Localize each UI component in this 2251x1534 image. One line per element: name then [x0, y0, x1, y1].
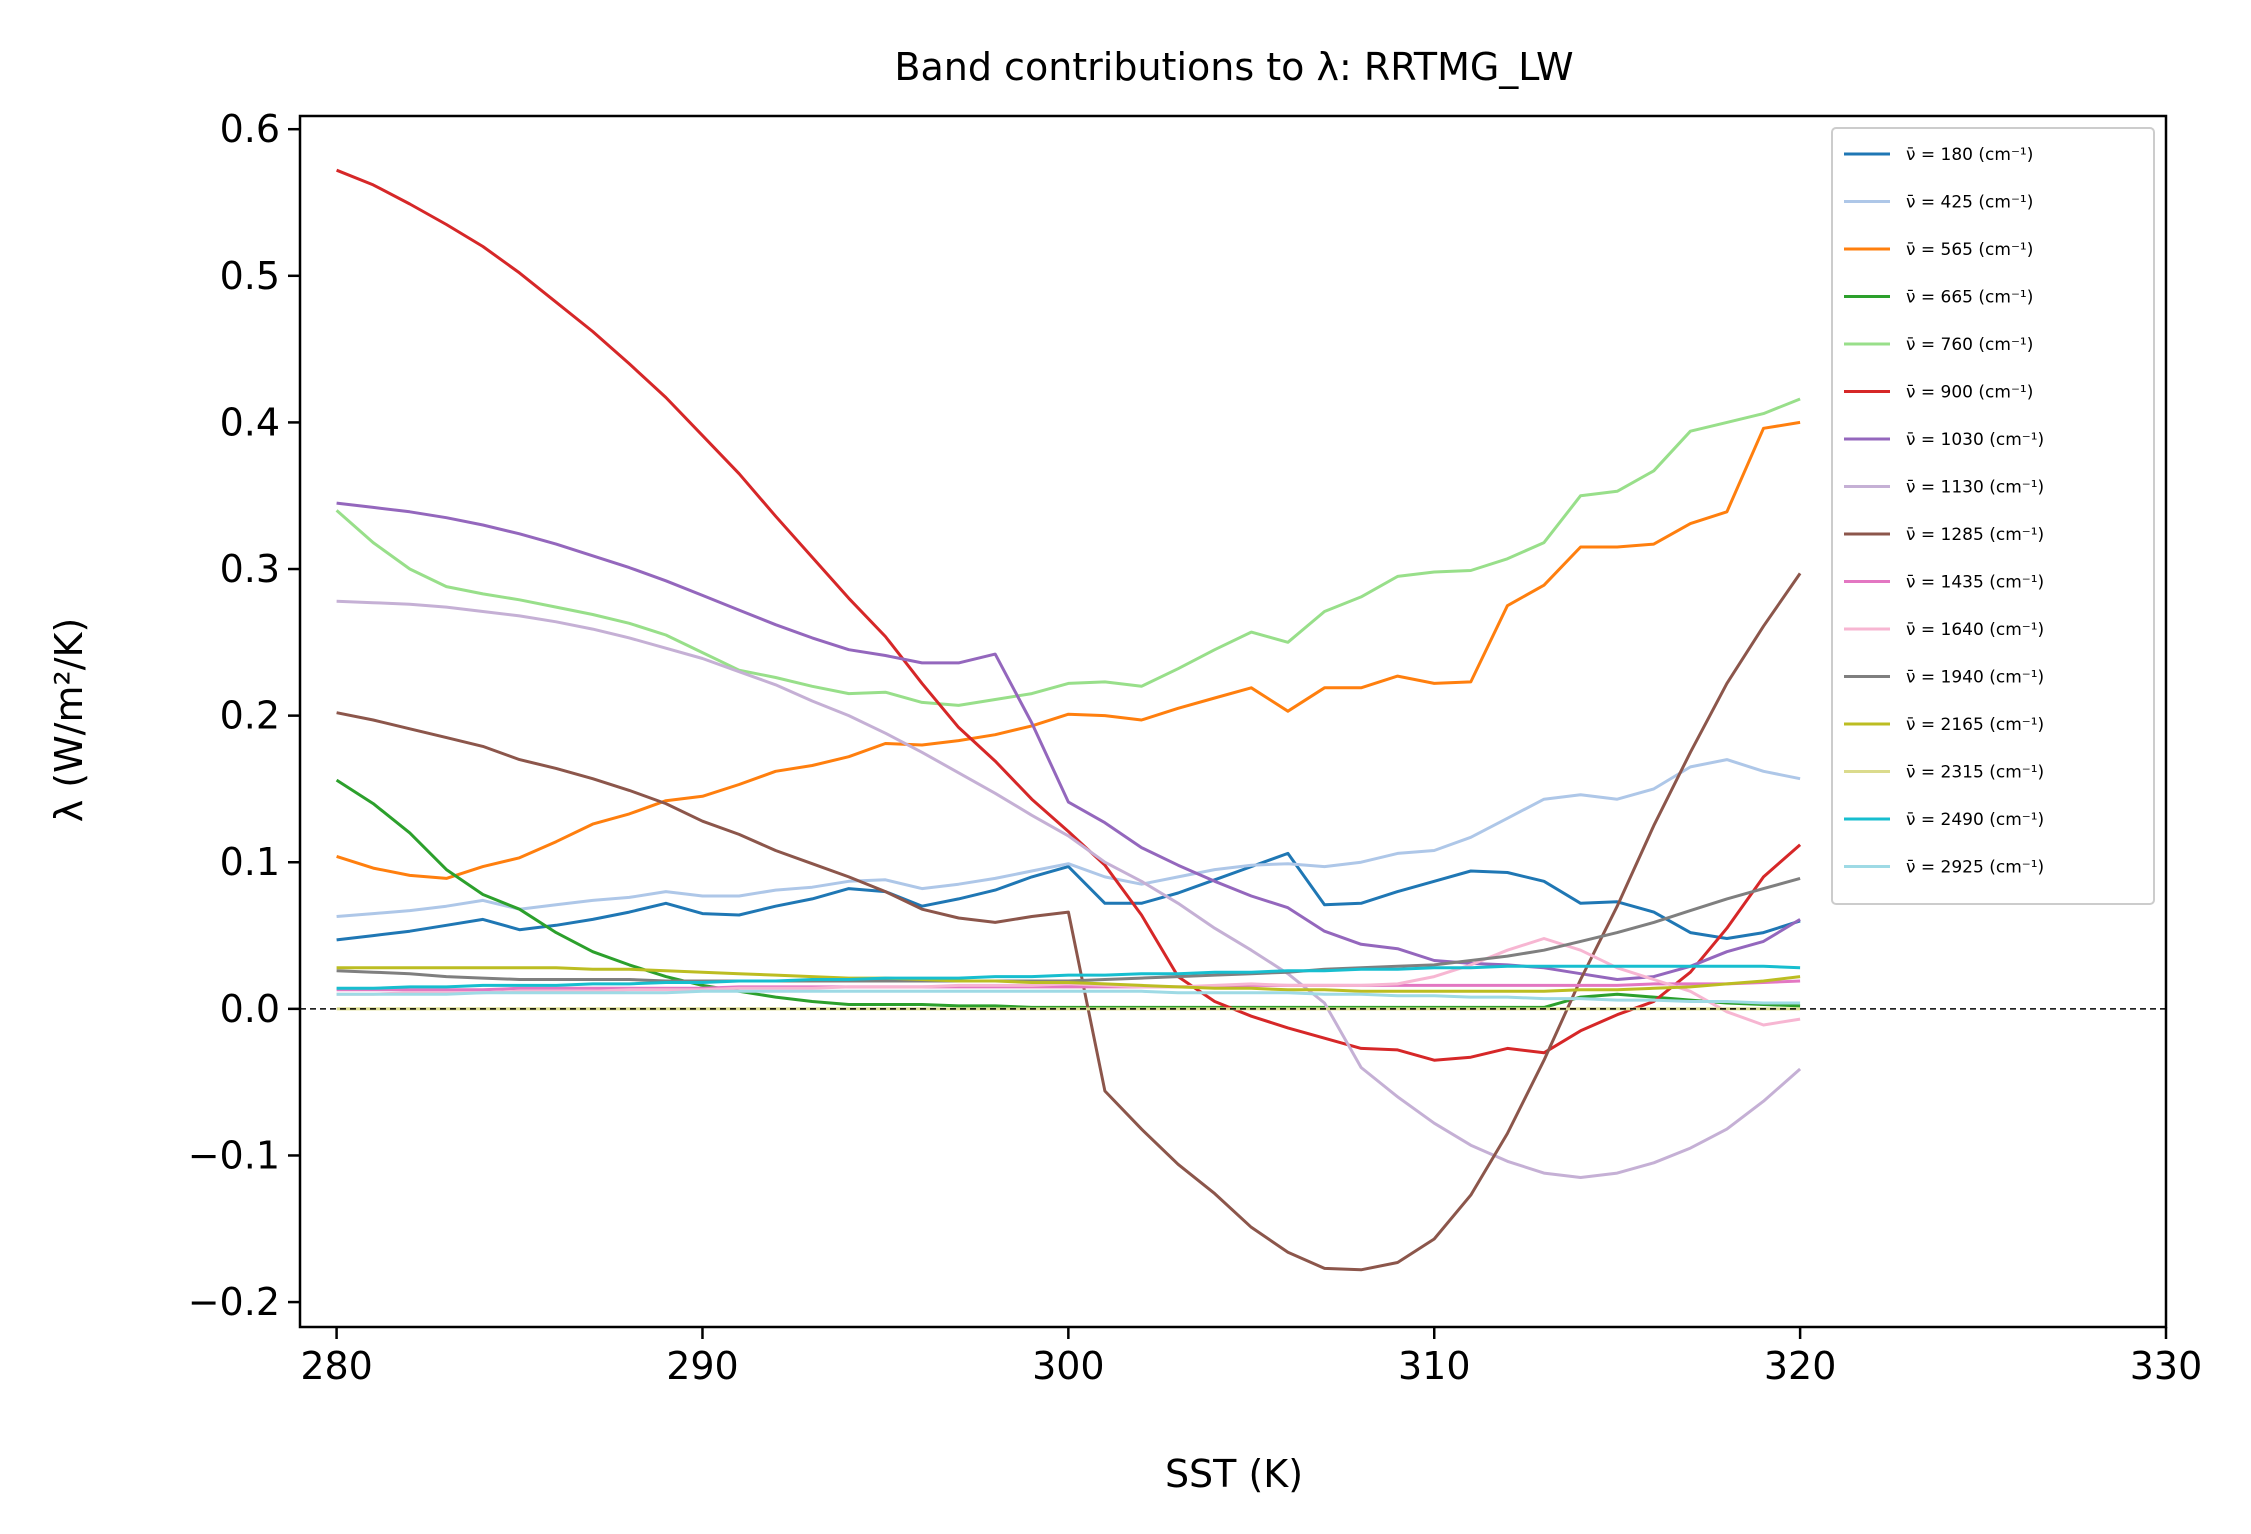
- x-tick-label: 320: [1764, 1344, 1837, 1388]
- series-line-2: [336, 758, 1801, 918]
- legend-label: ν̄ = 665 (cm⁻¹): [1906, 288, 2033, 308]
- y-tick-label: 0.6: [220, 107, 280, 151]
- legend-label: ν̄ = 2315 (cm⁻¹): [1906, 763, 2044, 783]
- x-tick-label: 310: [1398, 1344, 1471, 1388]
- y-tick-label: 0.1: [220, 840, 280, 884]
- y-axis-ticks: −0.2 −0.1 0.0 0.1 0.2 0.3 0.4 0.5 0.6: [188, 107, 300, 1324]
- legend-label: ν̄ = 1940 (cm⁻¹): [1906, 668, 2044, 688]
- y-tick-label: 0.3: [220, 547, 280, 591]
- legend-label: ν̄ = 1130 (cm⁻¹): [1906, 478, 2044, 498]
- y-axis-label: λ (W/m²/K): [47, 618, 91, 823]
- x-axis-label: SST (K): [1165, 1452, 1303, 1496]
- y-tick-label: −0.1: [188, 1133, 280, 1177]
- x-tick-label: 290: [666, 1344, 739, 1388]
- legend-items: ν̄ = 180 (cm⁻¹) ν̄ = 425 (cm⁻¹) ν̄ = 565 (…: [1844, 145, 2044, 878]
- y-tick-label: 0.4: [220, 400, 280, 444]
- series-line-10: [336, 979, 1801, 992]
- series-line-13: [336, 966, 1801, 993]
- legend: ν̄ = 180 (cm⁻¹) ν̄ = 425 (cm⁻¹) ν̄ = 565 (…: [1831, 127, 2155, 905]
- y-tick-label: 0.2: [220, 694, 280, 738]
- series-line-3: [336, 420, 1801, 880]
- series-line-8: [336, 599, 1802, 1179]
- series-line-6: [336, 168, 1802, 1062]
- series-line-7: [336, 501, 1801, 981]
- legend-label: ν̄ = 1285 (cm⁻¹): [1906, 525, 2044, 545]
- legend-label: ν̄ = 900 (cm⁻¹): [1906, 383, 2033, 403]
- legend-label: ν̄ = 1640 (cm⁻¹): [1906, 620, 2044, 640]
- legend-label: ν̄ = 565 (cm⁻¹): [1906, 240, 2033, 260]
- series-layer: [335, 168, 1802, 1272]
- y-tick-label: −0.2: [188, 1280, 280, 1324]
- series-line-1: [336, 851, 1801, 942]
- legend-label: ν̄ = 2925 (cm⁻¹): [1906, 858, 2044, 878]
- series-line-16: [336, 989, 1801, 1005]
- axes-frame: [298, 114, 2168, 1329]
- series-line-15: [336, 964, 1801, 990]
- x-axis-ticks: 280 290 300 310 320 330: [300, 1327, 2202, 1388]
- y-tick-label: 0.5: [220, 254, 280, 298]
- series-line-5: [335, 397, 1801, 707]
- legend-label: ν̄ = 425 (cm⁻¹): [1906, 193, 2033, 213]
- legend-label: ν̄ = 1435 (cm⁻¹): [1906, 573, 2044, 593]
- series-line-9: [336, 572, 1802, 1272]
- legend-label: ν̄ = 2490 (cm⁻¹): [1906, 810, 2044, 830]
- x-tick-label: 330: [2130, 1344, 2203, 1388]
- legend-label: ν̄ = 180 (cm⁻¹): [1906, 145, 2033, 165]
- plot-area: [298, 114, 2168, 1329]
- legend-label: ν̄ = 2165 (cm⁻¹): [1906, 715, 2044, 735]
- x-tick-label: 300: [1032, 1344, 1105, 1388]
- legend-label: ν̄ = 760 (cm⁻¹): [1906, 335, 2033, 355]
- legend-label: ν̄ = 1030 (cm⁻¹): [1906, 430, 2044, 450]
- legend-frame: [1831, 127, 2155, 905]
- x-tick-label: 280: [300, 1344, 373, 1388]
- y-tick-label: 0.0: [220, 987, 280, 1031]
- chart-title: Band contributions to λ: RRTMG_LW: [894, 45, 1573, 89]
